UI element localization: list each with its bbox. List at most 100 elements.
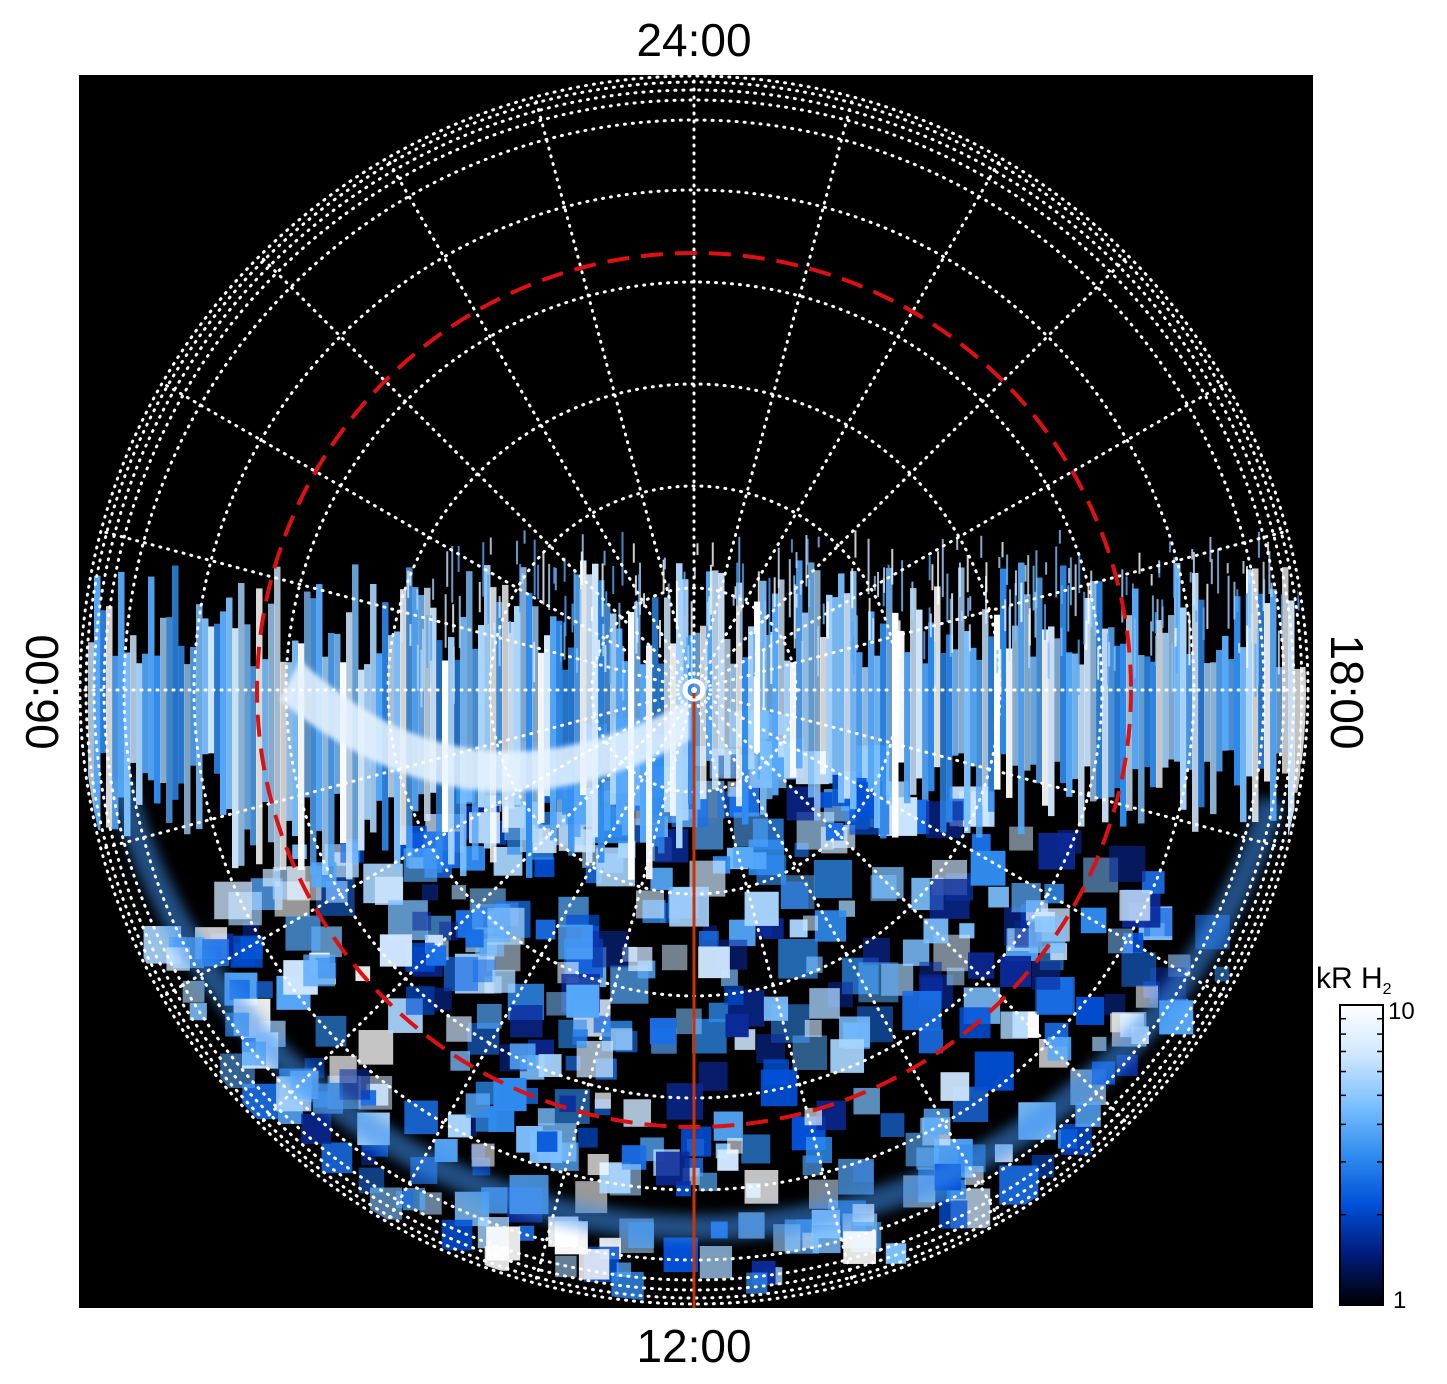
emission-band-strip xyxy=(1006,648,1013,798)
grid-meridian xyxy=(692,381,1228,692)
emission-band-strip xyxy=(238,582,245,866)
emission-band-strip xyxy=(166,617,173,823)
emission-spike xyxy=(478,581,481,613)
emission-spike xyxy=(643,593,646,607)
emission-spike xyxy=(1188,614,1191,666)
emission-cell xyxy=(816,792,833,808)
emission-spike xyxy=(667,583,670,604)
emission-band-strip xyxy=(898,630,905,763)
emission-band-strip xyxy=(844,593,851,799)
emission-band-strip xyxy=(544,635,551,797)
emission-spike xyxy=(1069,557,1072,606)
emission-band-strip xyxy=(1066,652,1073,797)
emission-band-strip xyxy=(724,639,731,779)
emission-cell xyxy=(1076,996,1105,1025)
emission-cell xyxy=(967,952,995,979)
emission-spike xyxy=(817,626,820,677)
emission-spike xyxy=(808,579,811,608)
emission-spike xyxy=(533,641,536,683)
emission-band-strip xyxy=(940,653,947,833)
emission-cell xyxy=(650,867,673,891)
emission-spike xyxy=(1217,548,1220,594)
emission-band-strip xyxy=(772,593,779,796)
emission-band-strip xyxy=(868,611,875,790)
emission-band-strip xyxy=(598,580,605,863)
emission-cell xyxy=(1009,826,1034,851)
emission-cell xyxy=(806,956,823,973)
emission-band-strip xyxy=(370,584,377,833)
emission-spike xyxy=(618,602,621,646)
grid-meridian xyxy=(692,688,1289,851)
emission-spike xyxy=(1097,646,1100,680)
emission-cell xyxy=(809,988,840,1019)
emission-cell xyxy=(439,921,458,941)
emission-cell xyxy=(301,1113,332,1145)
emission-spike xyxy=(446,551,449,587)
emission-spike xyxy=(612,566,615,595)
emission-spike xyxy=(1068,568,1071,584)
emission-spike xyxy=(1108,642,1111,667)
emission-rim-arc xyxy=(107,776,1285,1241)
emission-cell xyxy=(538,1054,562,1077)
emission-spike xyxy=(1035,550,1038,609)
emission-band-strip xyxy=(1000,568,1007,755)
emission-band-strip xyxy=(802,612,809,755)
grid-meridian xyxy=(99,688,696,851)
emission-spike xyxy=(1236,589,1239,612)
emission-cell xyxy=(475,1110,497,1132)
emission-band-strip xyxy=(280,661,287,870)
emission-cell xyxy=(804,1107,823,1126)
emission-spike xyxy=(554,567,557,591)
grid-meridian xyxy=(385,688,696,1224)
pole-marker-icon xyxy=(682,678,706,702)
emission-spike xyxy=(1155,635,1158,665)
colorbar-ticks xyxy=(1340,1004,1383,1306)
emission-band-strip xyxy=(1210,662,1217,815)
emission-spike xyxy=(795,593,798,608)
emission-spike xyxy=(1034,591,1037,638)
emission-spike xyxy=(1169,541,1172,553)
emission-band-strip xyxy=(190,646,197,766)
emission-band-strip xyxy=(814,570,821,821)
emission-spike xyxy=(604,645,607,673)
emission-spike xyxy=(1090,595,1093,628)
emission-band-strip xyxy=(1300,666,1306,764)
emission-band-strip xyxy=(1198,599,1205,808)
emission-band-strip xyxy=(328,633,335,866)
emission-band-strip xyxy=(538,652,545,823)
emission-cell xyxy=(503,806,525,828)
emission-spike xyxy=(739,611,742,643)
emission-spike xyxy=(1171,643,1174,693)
lt-label-bottom: 12:00 xyxy=(636,1320,751,1372)
emission-spike xyxy=(705,638,708,690)
emission-band-strip xyxy=(244,624,251,830)
emission-spike xyxy=(1047,642,1050,679)
emission-spike xyxy=(409,571,412,586)
emission-spike xyxy=(452,604,455,633)
emission-band-strip xyxy=(892,612,899,838)
emission-band-strip xyxy=(526,593,533,878)
emission-band-strip xyxy=(964,631,971,834)
emission-band-strip xyxy=(310,598,317,874)
emission-spike xyxy=(741,563,744,607)
emission-cell xyxy=(412,911,432,931)
emission-spike xyxy=(426,615,429,669)
emission-band-strip xyxy=(1276,667,1283,754)
emission-spike xyxy=(755,639,758,679)
emission-spike xyxy=(696,543,699,556)
grid-meridian xyxy=(533,688,696,1285)
emission-spike xyxy=(770,631,773,684)
emission-band-strip xyxy=(1030,656,1037,765)
emission-spike xyxy=(489,537,492,555)
emission-cell xyxy=(182,980,205,1003)
emission-band-strip xyxy=(1132,588,1139,770)
emission-spike xyxy=(822,603,825,625)
emission-cell xyxy=(746,1272,768,1294)
lt-label-right: 18:00 xyxy=(1321,634,1373,749)
grid-meridian xyxy=(692,254,1130,692)
emission-cell xyxy=(971,834,991,853)
emission-spike xyxy=(1192,551,1195,606)
emission-cell xyxy=(880,1113,905,1137)
emission-spike xyxy=(1277,630,1280,675)
emission-band-strip xyxy=(118,571,125,798)
